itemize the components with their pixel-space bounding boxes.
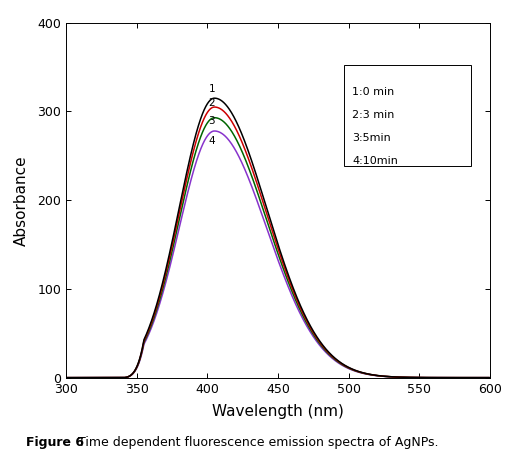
X-axis label: Wavelength (nm): Wavelength (nm) [212, 404, 343, 419]
Y-axis label: Absorbance: Absorbance [14, 155, 29, 246]
Text: 3:5min: 3:5min [351, 133, 390, 143]
FancyBboxPatch shape [343, 66, 470, 167]
Text: 2:3 min: 2:3 min [351, 110, 393, 120]
Text: Time dependent fluorescence emission spectra of AgNPs.: Time dependent fluorescence emission spe… [74, 436, 438, 449]
Text: Figure 6: Figure 6 [25, 436, 83, 449]
Text: 4:10min: 4:10min [351, 156, 397, 166]
Text: 4: 4 [208, 136, 214, 146]
Text: 1:0 min: 1:0 min [351, 86, 393, 96]
Text: 3: 3 [208, 116, 214, 126]
Text: 2: 2 [208, 98, 214, 108]
Text: 1: 1 [208, 84, 214, 94]
